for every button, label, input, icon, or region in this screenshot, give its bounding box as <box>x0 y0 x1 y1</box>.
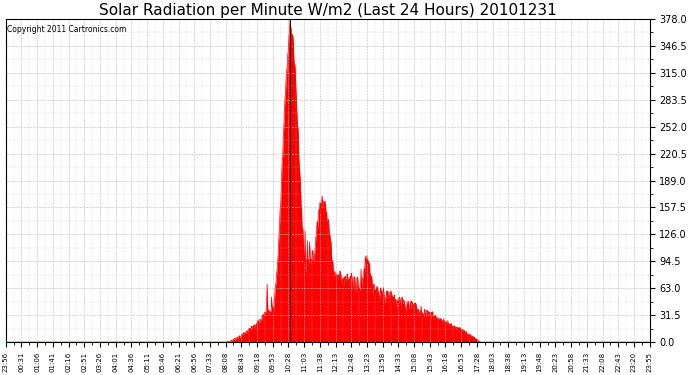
Title: Solar Radiation per Minute W/m2 (Last 24 Hours) 20101231: Solar Radiation per Minute W/m2 (Last 24… <box>99 3 557 18</box>
Text: Copyright 2011 Cartronics.com: Copyright 2011 Cartronics.com <box>7 26 126 34</box>
